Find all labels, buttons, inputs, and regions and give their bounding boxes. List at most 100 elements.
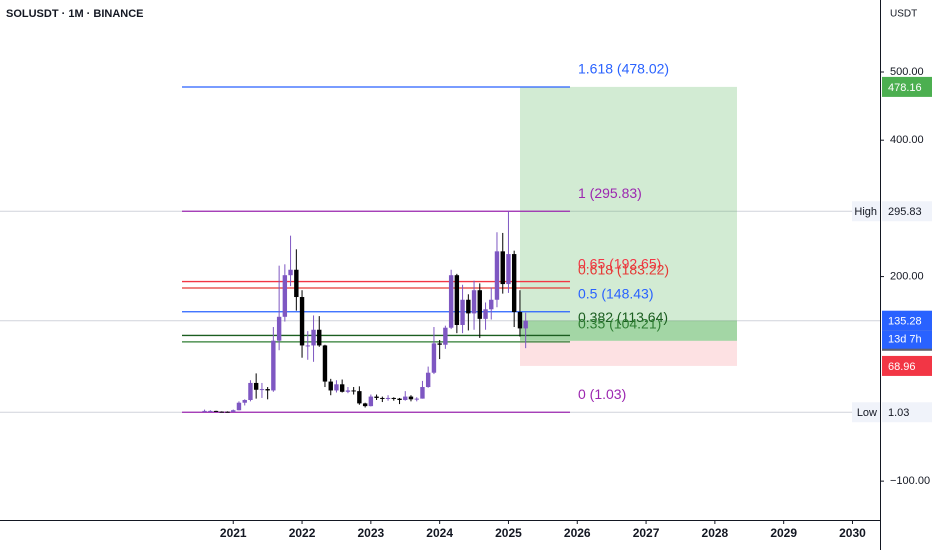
candle-body xyxy=(328,381,333,391)
candle-body xyxy=(494,251,500,300)
y-tick-label: 200.00 xyxy=(890,270,924,282)
candle-body xyxy=(294,269,299,298)
candle-body xyxy=(374,396,379,398)
price-badge xyxy=(882,201,932,222)
candle-body xyxy=(483,309,488,319)
candle-body xyxy=(248,382,253,400)
candle-body xyxy=(362,403,368,407)
candle-body xyxy=(385,397,391,399)
candle-body xyxy=(231,410,236,412)
fib-label: 1.618 (478.02) xyxy=(578,61,669,77)
candle-body xyxy=(448,275,454,328)
candle-body xyxy=(500,251,505,285)
y-tick-label: −100.00 xyxy=(890,475,930,487)
candle-body xyxy=(425,372,431,388)
y-tick-label: 500.00 xyxy=(890,66,924,78)
candle-body xyxy=(299,297,305,346)
candle-body xyxy=(322,345,328,382)
candle-body xyxy=(397,398,402,400)
price-badge xyxy=(882,310,932,331)
price-badge-label: 1.03 xyxy=(888,407,909,419)
candle-body xyxy=(460,299,465,325)
candle-body xyxy=(225,411,230,413)
price-tag-label: High xyxy=(854,206,877,218)
candle-body xyxy=(317,329,322,346)
candle-body xyxy=(288,269,293,276)
candle-body xyxy=(511,254,517,313)
candle-body xyxy=(477,290,482,319)
fib-label: 0.35 (104.21) xyxy=(578,316,661,332)
profit-zone xyxy=(520,86,737,341)
x-tick-label: 2021 xyxy=(220,526,247,540)
candle-body xyxy=(437,343,442,345)
x-tick-label: 2025 xyxy=(495,526,522,540)
x-tick-label: 2024 xyxy=(426,526,453,540)
candle-body xyxy=(305,345,310,347)
fib-label: 0.382 (113.64) xyxy=(578,309,668,325)
candle-body xyxy=(334,384,339,391)
candle-body xyxy=(242,399,247,403)
x-tick-label: 2026 xyxy=(564,526,591,540)
x-tick-label: 2022 xyxy=(289,526,316,540)
x-tick-label: 2030 xyxy=(839,526,866,540)
open-pnl-zone xyxy=(520,320,737,341)
candle-body xyxy=(259,389,265,391)
candle-body xyxy=(276,316,282,341)
price-badge xyxy=(882,355,932,376)
candle-body xyxy=(368,396,374,407)
price-badge-label: 478.16 xyxy=(888,82,922,94)
candle-body xyxy=(443,327,448,345)
candle-body xyxy=(213,410,219,412)
price-tag-label: Low xyxy=(857,407,877,419)
fib-label: 1 (295.83) xyxy=(578,185,642,201)
currency-label: USDT xyxy=(890,9,917,20)
candle-body xyxy=(339,384,345,392)
countdown-badge xyxy=(882,330,932,349)
candle-body xyxy=(431,343,437,373)
candle-body xyxy=(265,389,270,391)
countdown-label: 13d 7h xyxy=(888,334,922,346)
x-tick-label: 2023 xyxy=(358,526,385,540)
candle-body xyxy=(208,410,213,412)
candle-body xyxy=(454,275,460,325)
candle-body xyxy=(357,391,362,404)
candle-body xyxy=(236,402,242,411)
candle-body xyxy=(414,398,419,400)
candle-body xyxy=(471,290,477,314)
fib-label: 0.618 (183.22) xyxy=(578,262,669,278)
price-badge-label: 68.96 xyxy=(888,361,916,373)
candle-body xyxy=(408,396,414,400)
candle-body xyxy=(311,329,316,346)
y-tick-label: 400.00 xyxy=(890,134,924,146)
candle-body xyxy=(282,275,288,317)
candle-body xyxy=(489,299,494,310)
candle-body xyxy=(523,320,528,329)
fib-label: 0.5 (148.43) xyxy=(578,285,654,301)
candle-body xyxy=(219,411,224,413)
price-badge xyxy=(882,76,932,97)
candle-body xyxy=(271,340,276,391)
candle-body xyxy=(351,390,356,392)
price-badge xyxy=(882,402,932,423)
candle-body xyxy=(345,390,351,392)
x-tick-label: 2028 xyxy=(702,526,729,540)
candle-body xyxy=(391,397,396,399)
candle-body xyxy=(380,397,385,399)
fib-label: 0.65 (192.65) xyxy=(578,255,661,271)
price-tag-box xyxy=(852,402,880,423)
candle-body xyxy=(253,382,259,390)
x-tick-label: 2029 xyxy=(770,526,797,540)
candle-body xyxy=(403,396,408,400)
symbol-title: SOLUSDT · 1M · BINANCE xyxy=(6,8,144,20)
price-badge-label: 135.28 xyxy=(888,316,922,328)
price-tag-box xyxy=(852,201,880,222)
fib-label: 0 (1.03) xyxy=(578,386,626,402)
candle-body xyxy=(420,387,425,399)
loss-zone xyxy=(520,340,737,366)
price-badge-label: 295.83 xyxy=(888,206,922,218)
candle-body xyxy=(506,254,511,285)
candle-body xyxy=(202,410,207,412)
candle-body xyxy=(466,299,471,314)
